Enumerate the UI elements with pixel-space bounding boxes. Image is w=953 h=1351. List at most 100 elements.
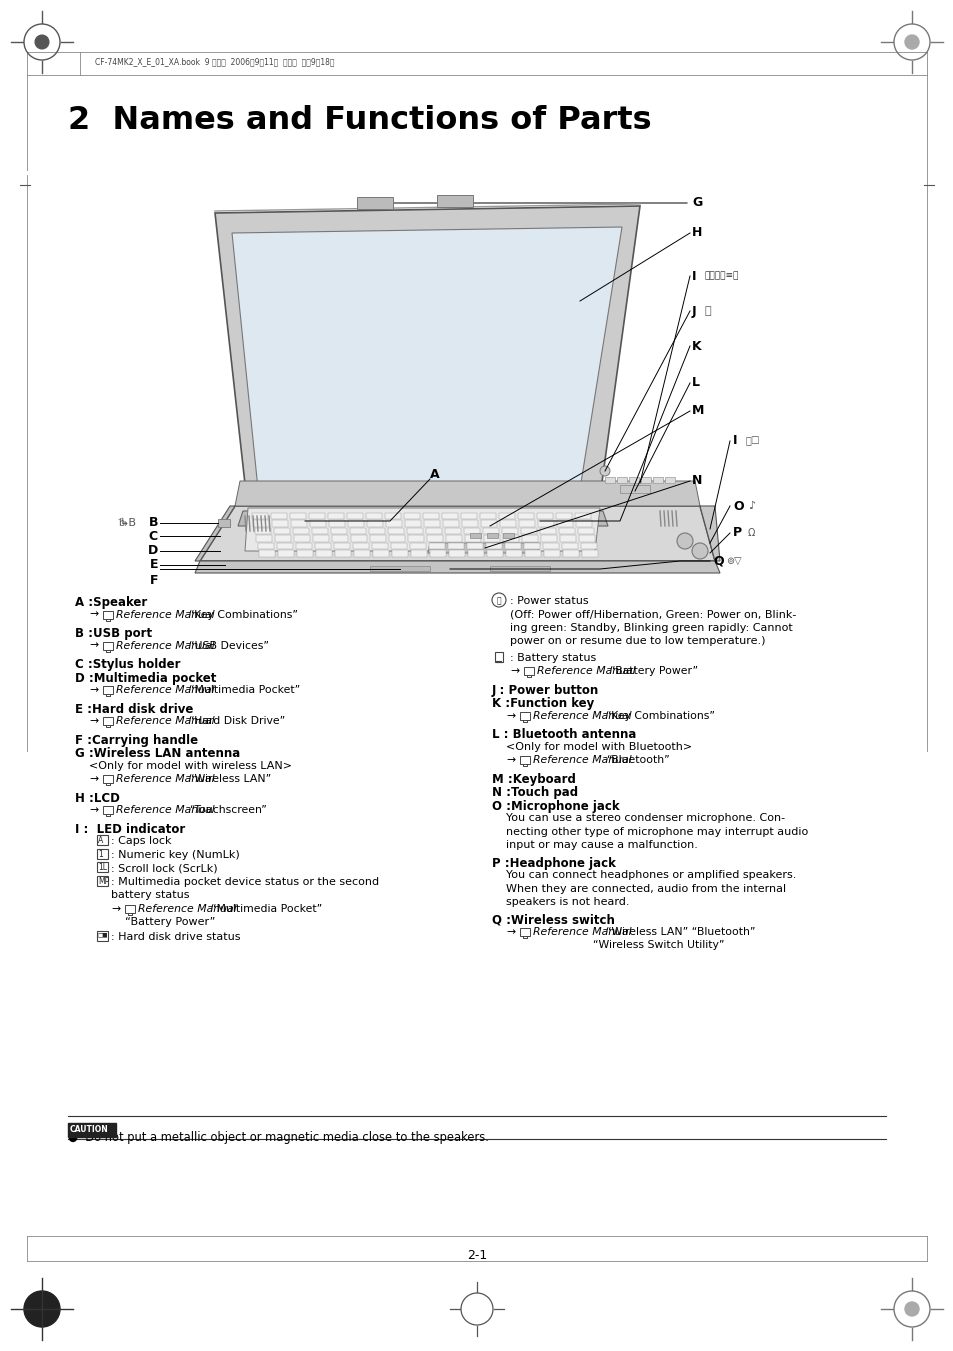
Bar	[519, 712, 530, 720]
Text: O: O	[732, 500, 742, 512]
Text: A: A	[98, 836, 103, 846]
Bar	[504, 543, 520, 549]
Text: P: P	[732, 527, 741, 539]
Bar	[411, 550, 427, 557]
Text: ␢: ␢	[118, 517, 125, 528]
Bar	[391, 543, 407, 549]
Bar	[328, 512, 344, 519]
Circle shape	[691, 543, 707, 559]
Text: I :  LED indicator: I : LED indicator	[75, 823, 185, 836]
Polygon shape	[245, 508, 599, 551]
Bar	[312, 527, 328, 534]
Text: →: →	[89, 716, 98, 725]
Bar	[97, 862, 108, 873]
Bar	[484, 535, 500, 542]
Bar	[544, 550, 560, 557]
Bar	[271, 512, 287, 519]
Text: Reference Manual: Reference Manual	[533, 927, 631, 936]
Bar	[295, 543, 312, 549]
Bar	[520, 527, 537, 534]
Bar	[314, 535, 329, 542]
Polygon shape	[370, 566, 430, 571]
Bar	[333, 535, 348, 542]
Bar	[97, 848, 108, 859]
Bar	[68, 1123, 116, 1138]
Bar	[541, 535, 557, 542]
Text: : Power status: : Power status	[510, 596, 588, 607]
Bar	[430, 550, 446, 557]
Text: A :Speaker: A :Speaker	[75, 596, 147, 609]
Bar	[407, 527, 422, 534]
Bar	[218, 519, 230, 527]
Bar	[465, 535, 481, 542]
Text: MP: MP	[98, 877, 110, 886]
Bar	[372, 543, 388, 549]
Bar	[356, 197, 393, 209]
Text: O :Microphone jack: O :Microphone jack	[492, 800, 619, 813]
Bar	[103, 611, 112, 619]
Bar	[580, 543, 597, 549]
Bar	[290, 512, 306, 519]
Text: Reference Manual: Reference Manual	[533, 755, 631, 765]
Bar	[537, 520, 554, 527]
Bar	[560, 535, 576, 542]
Text: □■: □■	[98, 932, 109, 938]
Bar	[522, 535, 537, 542]
Text: : Hard disk drive status: : Hard disk drive status	[111, 932, 240, 942]
Circle shape	[904, 35, 918, 49]
Bar	[561, 543, 578, 549]
Text: <Only for model with Bluetooth>: <Only for model with Bluetooth>	[505, 742, 691, 751]
Bar	[103, 686, 112, 694]
Text: necting other type of microphone may interrupt audio: necting other type of microphone may int…	[505, 827, 807, 836]
Text: D: D	[148, 544, 158, 558]
Text: Reference Manual: Reference Manual	[533, 711, 631, 720]
Bar	[604, 477, 615, 484]
Text: “Multimedia Pocket”: “Multimedia Pocket”	[189, 685, 300, 696]
Text: CF-74MK2_X_E_01_XA.book  9 ページ  2006年9月11日  月曜日  午前9時18分: CF-74MK2_X_E_01_XA.book 9 ページ 2006年9月11日…	[95, 58, 335, 66]
Bar	[502, 534, 514, 538]
Text: 1L: 1L	[98, 863, 107, 873]
Bar	[97, 931, 108, 942]
Bar	[462, 520, 478, 527]
Text: A: A	[430, 469, 439, 481]
Text: “Wireless LAN”: “Wireless LAN”	[189, 774, 271, 784]
Bar	[468, 550, 484, 557]
Bar	[103, 717, 112, 725]
Text: ⓘ☐: ⓘ☐	[745, 436, 760, 446]
Text: G: G	[691, 196, 701, 209]
Bar	[470, 534, 480, 538]
Bar	[422, 512, 438, 519]
Bar	[355, 550, 370, 557]
Bar	[294, 535, 310, 542]
Bar	[335, 550, 351, 557]
Bar	[293, 527, 309, 534]
Text: →: →	[111, 904, 120, 913]
Bar	[351, 535, 367, 542]
Bar	[316, 550, 333, 557]
Bar	[97, 875, 108, 886]
Bar	[443, 520, 459, 527]
Text: 1: 1	[98, 850, 103, 859]
Bar	[392, 550, 408, 557]
Text: →: →	[89, 774, 98, 784]
Text: I: I	[732, 435, 737, 447]
Polygon shape	[194, 561, 720, 573]
Bar	[519, 757, 530, 765]
Bar	[619, 485, 649, 493]
Bar	[273, 520, 288, 527]
Text: “Wireless Switch Utility”: “Wireless Switch Utility”	[593, 940, 723, 950]
Bar	[274, 527, 290, 534]
Text: P :Headphone jack: P :Headphone jack	[492, 857, 616, 870]
Bar	[254, 527, 271, 534]
Text: : Caps lock: : Caps lock	[111, 836, 172, 846]
Text: Ω: Ω	[747, 528, 755, 538]
Bar	[446, 535, 462, 542]
Text: “Bluetooth”: “Bluetooth”	[605, 755, 669, 765]
Bar	[97, 835, 108, 846]
Text: I: I	[691, 269, 696, 282]
Text: L : Bluetooth antenna: L : Bluetooth antenna	[492, 728, 636, 742]
Text: ⏻: ⏻	[704, 305, 711, 316]
Text: N :Touch pad: N :Touch pad	[492, 786, 578, 800]
Text: H: H	[691, 227, 701, 239]
Bar	[482, 527, 498, 534]
